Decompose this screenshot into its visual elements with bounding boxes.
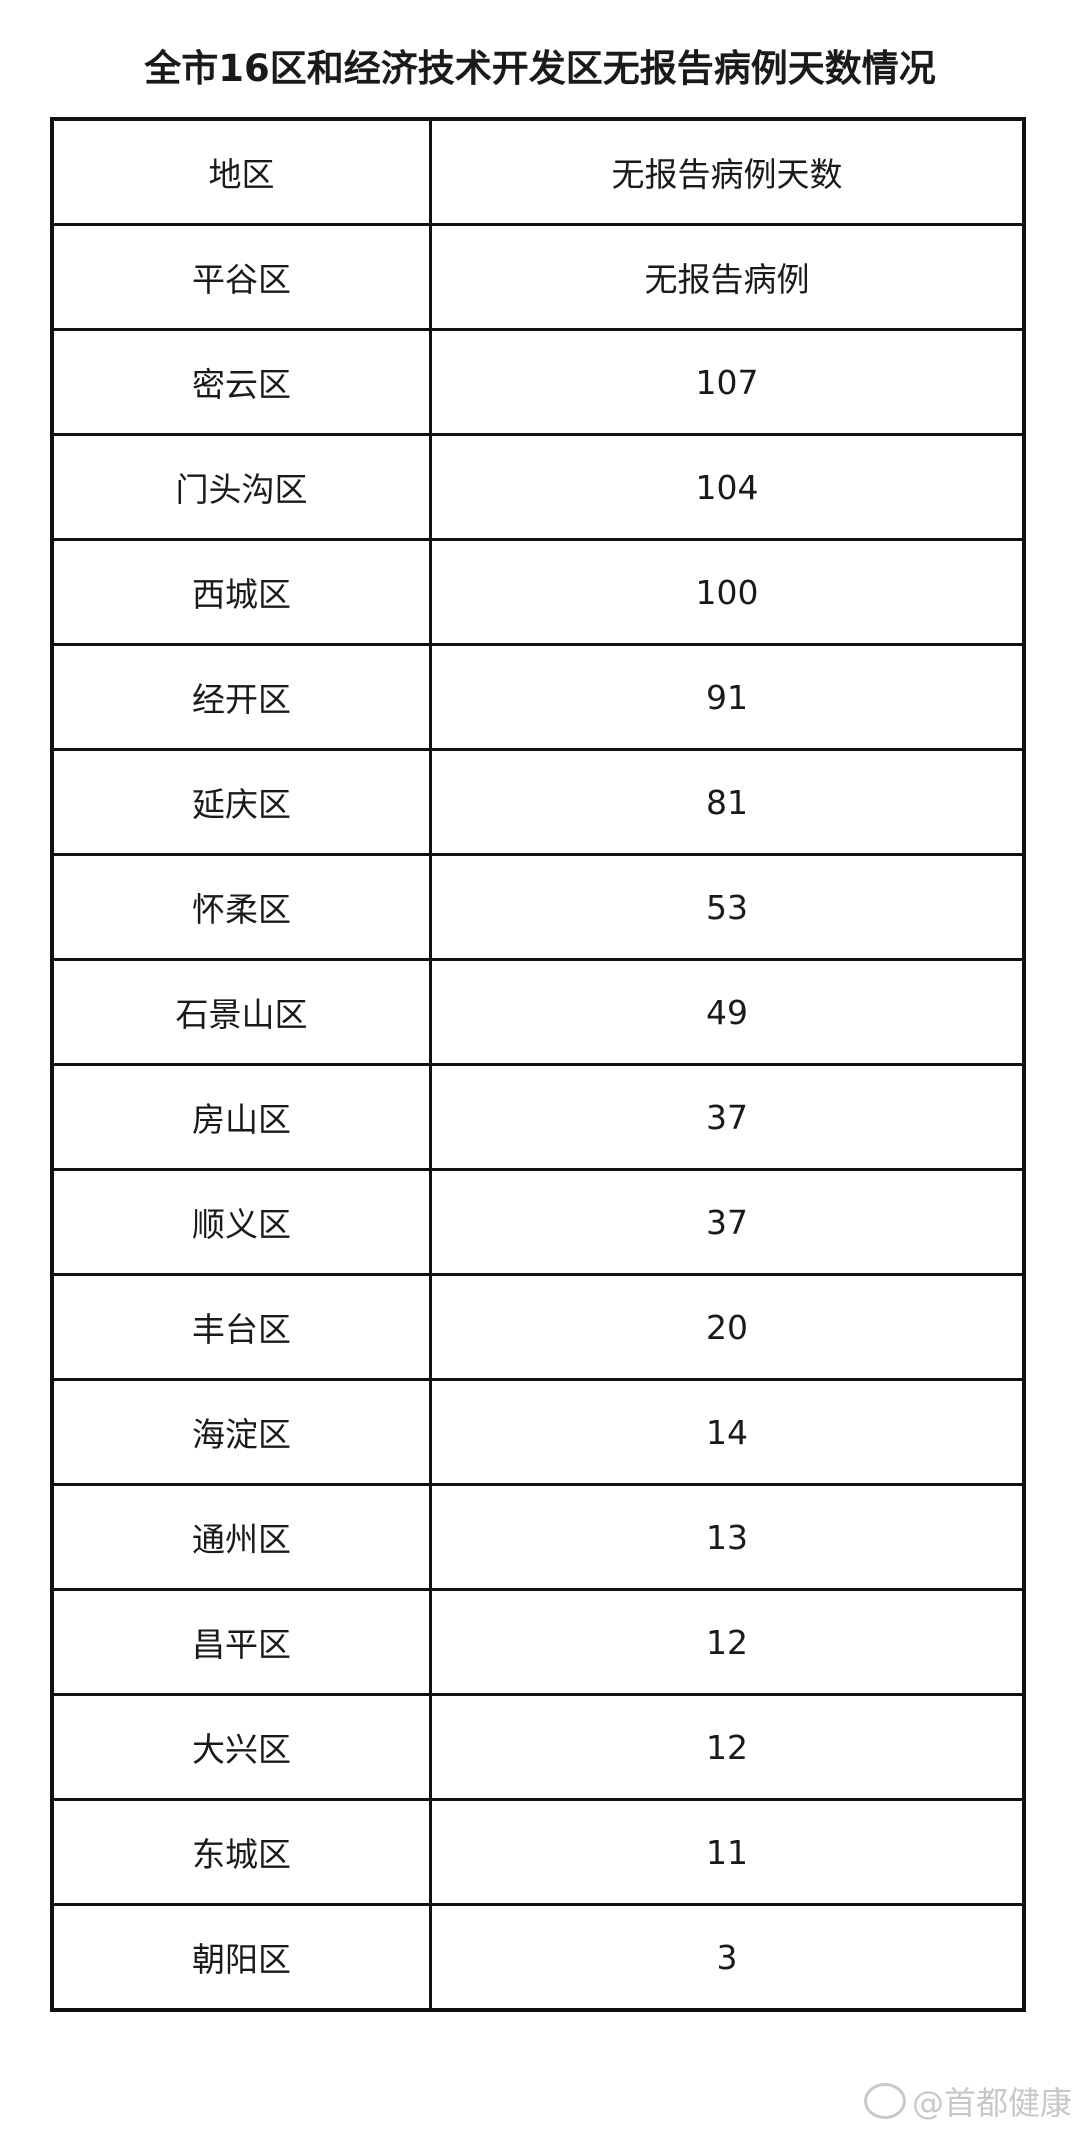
table-row: 密云区 107 [50,328,1026,436]
weibo-icon [863,2083,906,2119]
cell-days: 12 [429,1693,1026,1801]
table-row: 海淀区 14 [50,1378,1026,1486]
table-row: 房山区 37 [50,1063,1026,1171]
cell-days: 14 [429,1378,1026,1486]
cell-region: 门头沟区 [50,433,432,541]
cell-region: 平谷区 [50,223,432,331]
table-row: 石景山区 49 [50,958,1026,1066]
cell-region: 西城区 [50,538,432,646]
cell-region: 东城区 [50,1798,432,1906]
cell-days: 12 [429,1588,1026,1696]
cell-days: 37 [429,1168,1026,1276]
cell-days: 20 [429,1273,1026,1381]
cell-region: 石景山区 [50,958,432,1066]
cell-days: 81 [429,748,1026,856]
table-row: 怀柔区 53 [50,853,1026,961]
cell-region: 怀柔区 [50,853,432,961]
table-row: 延庆区 81 [50,748,1026,856]
header-region: 地区 [50,117,432,226]
data-table: 地区 无报告病例天数 平谷区 无报告病例 密云区 107 门头沟区 104 西城区 100 经开… [50,117,1026,2012]
cell-region: 延庆区 [50,748,432,856]
cell-days: 107 [429,328,1026,436]
cell-region: 丰台区 [50,1273,432,1381]
table-row: 顺义区 37 [50,1168,1026,1276]
table-row: 西城区 100 [50,538,1026,646]
table-row: 东城区 11 [50,1798,1026,1906]
cell-region: 顺义区 [50,1168,432,1276]
cell-days: 11 [429,1798,1026,1906]
cell-region: 海淀区 [50,1378,432,1486]
cell-region: 昌平区 [50,1588,432,1696]
cell-days: 13 [429,1483,1026,1591]
cell-days: 104 [429,433,1026,541]
cell-days: 37 [429,1063,1026,1171]
cell-days: 49 [429,958,1026,1066]
table-row: 丰台区 20 [50,1273,1026,1381]
cell-days: 91 [429,643,1026,751]
cell-region: 朝阳区 [50,1903,432,2012]
table-row: 门头沟区 104 [50,433,1026,541]
watermark: @首都健康 [863,2078,1072,2124]
header-days: 无报告病例天数 [429,117,1026,226]
cell-region: 通州区 [50,1483,432,1591]
cell-days: 3 [429,1903,1026,2012]
cell-days: 无报告病例 [429,223,1026,331]
page-title: 全市16区和经济技术开发区无报告病例天数情况 [144,47,936,90]
cell-days: 53 [429,853,1026,961]
cell-region: 房山区 [50,1063,432,1171]
table-row: 朝阳区 3 [50,1903,1026,2012]
table-row: 昌平区 12 [50,1588,1026,1696]
table-row: 经开区 91 [50,643,1026,751]
table-header-row: 地区 无报告病例天数 [50,117,1026,226]
table-row: 通州区 13 [50,1483,1026,1591]
cell-region: 大兴区 [50,1693,432,1801]
cell-days: 100 [429,538,1026,646]
table-row: 大兴区 12 [50,1693,1026,1801]
watermark-text: @首都健康 [911,2084,1072,2122]
cell-region: 密云区 [50,328,432,436]
cell-region: 经开区 [50,643,432,751]
table-row: 平谷区 无报告病例 [50,223,1026,331]
